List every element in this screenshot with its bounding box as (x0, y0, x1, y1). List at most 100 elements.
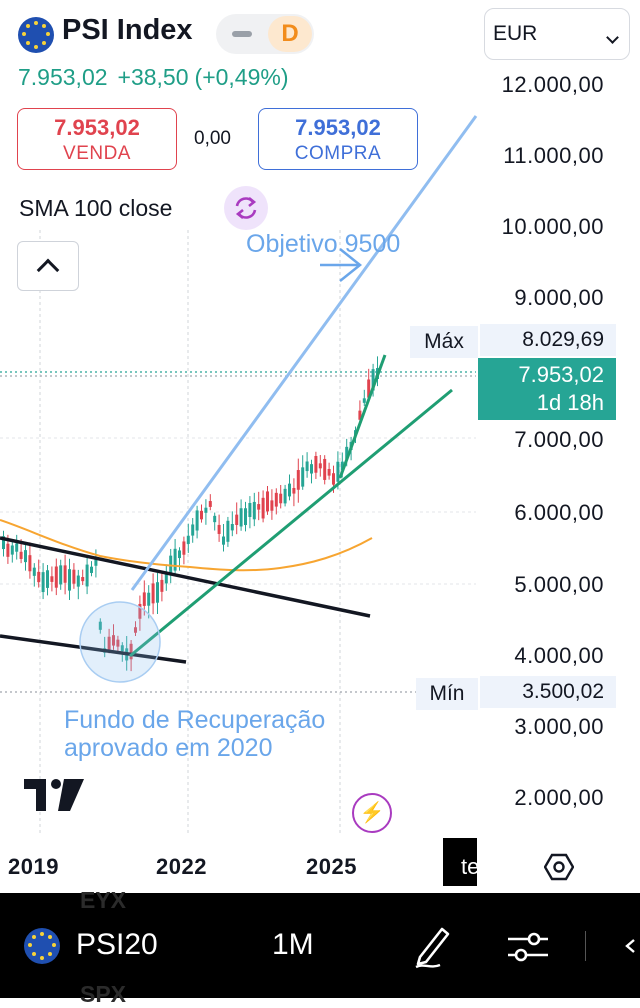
candle-body (173, 548, 177, 571)
support-line-steep (338, 354, 387, 479)
price-tick: 7.000,00 (514, 427, 604, 452)
target-channel-line (130, 115, 478, 591)
candle-body (147, 592, 151, 606)
buy-button[interactable]: 7.953,02 COMPRA (258, 108, 418, 170)
eu-flag-icon (18, 17, 54, 53)
candle-body (72, 569, 76, 584)
candle-body (244, 508, 247, 526)
candle-body (358, 410, 362, 420)
candle-body (252, 501, 256, 520)
chevron-up-icon (36, 258, 60, 282)
candle-body (2, 536, 5, 550)
price-quote: 7.953,02 +38,50 (+0,49%) (18, 64, 299, 91)
candle-body (235, 514, 239, 525)
recovery-fund-marker (79, 601, 161, 683)
candle-body (54, 566, 58, 588)
tradingview-logo-icon[interactable] (24, 779, 86, 816)
candle-body (367, 379, 371, 398)
sell-button[interactable]: 7.953,02 VENDA (17, 108, 177, 170)
candle-body (50, 576, 54, 582)
candle-body (112, 635, 115, 646)
bottom-interval[interactable]: 1M (272, 928, 314, 961)
bottom-toolbar: EYX SPX PSI20 1M (0, 887, 640, 1007)
candle-body (292, 487, 296, 494)
min-label: Mín (416, 678, 478, 710)
candle-body (270, 500, 274, 511)
candle-body (288, 483, 291, 497)
target-arrow-icon (320, 248, 363, 282)
target-annotation[interactable]: Objetivo 9500 (246, 230, 401, 258)
price-tick: 2.000,00 (514, 785, 604, 810)
candle-body (217, 524, 221, 534)
arrow-left-icon[interactable] (622, 937, 640, 960)
max-value: 8.029,69 (480, 324, 616, 356)
horizontal-grid (0, 437, 476, 585)
candle-body (32, 567, 36, 576)
candle-body (160, 579, 164, 592)
candle-body (362, 398, 366, 403)
candle-body (28, 555, 32, 572)
support-line-long (129, 388, 453, 658)
candle-body (10, 545, 14, 555)
candle-body (310, 464, 313, 474)
min-value: 3.500,02 (480, 676, 616, 708)
candle-body (164, 572, 168, 584)
candle-body (279, 493, 283, 504)
candlestick-series (2, 356, 379, 672)
currency-select[interactable]: EUR (484, 8, 630, 60)
fund-annotation-line1[interactable]: Fundo de Recuperação (64, 706, 326, 734)
sync-icon[interactable] (224, 186, 268, 230)
candle-body (59, 565, 63, 585)
candle-body (371, 369, 375, 391)
candle-body (138, 603, 142, 619)
fund-annotation-line2[interactable]: aprovado em 2020 (64, 734, 273, 762)
sma-100-line (0, 519, 373, 572)
candle-body (226, 520, 230, 542)
dark-button[interactable]: te (443, 838, 477, 886)
ghost-symbol-top: EYX (80, 887, 127, 913)
pencil-icon[interactable] (412, 923, 454, 974)
candle-body (24, 550, 27, 563)
bottom-symbol[interactable]: PSI20 (76, 928, 158, 961)
candle-body (6, 543, 10, 557)
last-price-tag: 7.953,02 1d 18h (478, 358, 616, 420)
candle-body (186, 535, 190, 544)
price-tick: 6.000,00 (514, 500, 604, 525)
buy-label: COMPRA (294, 143, 382, 164)
candle-body (107, 636, 111, 650)
currency-value: EUR (493, 22, 538, 45)
price-change: +38,50 (117, 64, 189, 90)
candle-body (323, 458, 327, 480)
candle-body (340, 461, 344, 471)
candle-body (336, 461, 340, 482)
candle-body (156, 582, 159, 603)
candle-body (213, 515, 217, 523)
candle-body (142, 592, 146, 606)
market-status-toggle[interactable]: D (216, 14, 314, 54)
collapse-button[interactable] (17, 241, 79, 291)
ghost-symbol-bottom: SPX (80, 981, 127, 1007)
candle-body (98, 621, 102, 630)
last-price: 7.953,02 (18, 64, 108, 90)
candle-body (305, 461, 309, 472)
symbol-title[interactable]: PSI Index (62, 14, 193, 46)
candle-body (94, 558, 98, 566)
candle-body (222, 536, 225, 545)
candle-body (239, 508, 243, 527)
candle-body (178, 550, 181, 559)
candle-body (129, 643, 133, 660)
indicator-label[interactable]: SMA 100 close (19, 195, 173, 221)
hexagon-settings-icon[interactable] (543, 852, 575, 887)
candle-body (37, 571, 41, 583)
candle-body (301, 467, 305, 487)
candle-body (63, 565, 67, 583)
candle-body (68, 569, 71, 591)
spread-value: 0,00 (194, 128, 231, 149)
candle-body (204, 507, 208, 513)
candle-body (257, 504, 261, 510)
candle-body (345, 446, 349, 460)
sliders-icon[interactable] (506, 929, 550, 970)
chevron-down-icon (606, 31, 619, 44)
bolt-icon[interactable]: ⚡ (352, 793, 392, 833)
